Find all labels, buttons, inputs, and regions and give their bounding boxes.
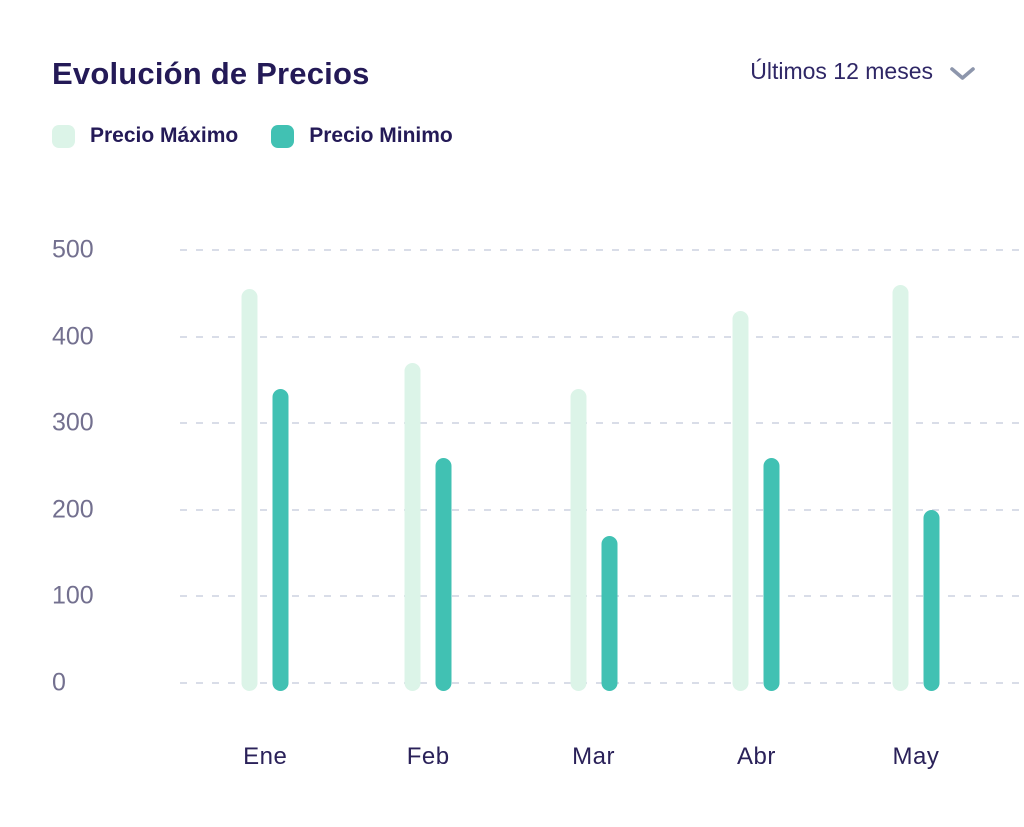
bar-feb-precio-maximo: [404, 362, 421, 691]
legend-item-precio-maximo: Precio Máximo: [52, 124, 238, 148]
bar-ene-precio-maximo: [241, 288, 258, 691]
chart-legend: Precio Máximo Precio Minimo: [52, 124, 453, 148]
chart-header: Evolución de Precios Últimos 12 meses: [52, 56, 976, 92]
bar-group-may: [892, 284, 940, 691]
date-range-dropdown[interactable]: Últimos 12 meses: [750, 58, 976, 85]
bar-group-feb: [404, 362, 452, 691]
y-tick-label: 300: [52, 408, 94, 437]
chevron-down-icon: [949, 66, 976, 81]
bar-abr-precio-minimo: [763, 457, 780, 691]
bar-abr-precio-maximo: [732, 310, 749, 691]
legend-label: Precio Minimo: [309, 124, 453, 147]
bar-group-mar: [570, 388, 618, 691]
gridline-y-400: [180, 335, 1024, 338]
y-tick-label: 100: [52, 581, 94, 610]
x-tick-label-may: May: [892, 743, 940, 770]
page-title: Evolución de Precios: [52, 56, 370, 91]
x-tick-label-abr: Abr: [737, 743, 776, 770]
y-tick-label: 200: [52, 495, 94, 524]
y-tick-label: 0: [52, 668, 66, 697]
bar-feb-precio-minimo: [435, 457, 452, 691]
y-tick-label: 400: [52, 322, 94, 351]
plot-area: Ene Feb Mar Abr May: [180, 249, 1024, 770]
x-tick-label-mar: Mar: [572, 743, 615, 770]
x-tick-label-feb: Feb: [406, 743, 450, 770]
legend-swatch-precio-maximo: [52, 124, 75, 148]
gridline-y-300: [180, 422, 1024, 425]
legend-item-precio-minimo: Precio Minimo: [271, 124, 453, 148]
bar-group-ene: [241, 288, 289, 691]
bar-ene-precio-minimo: [272, 388, 289, 691]
gridline-y-500: [180, 249, 1024, 251]
date-range-label: Últimos 12 meses: [750, 58, 933, 84]
bar-mar-precio-maximo: [570, 388, 587, 691]
legend-swatch-precio-minimo: [271, 124, 295, 148]
bar-mar-precio-minimo: [601, 535, 618, 691]
bar-may-precio-maximo: [892, 284, 909, 691]
bar-group-abr: [732, 310, 780, 691]
bar-chart: Ene Feb Mar Abr May 500 400 300 200 100 0: [0, 236, 1024, 770]
bar-may-precio-minimo: [923, 509, 940, 691]
gridline-y-200: [180, 508, 1024, 511]
y-tick-label: 500: [52, 235, 94, 264]
x-tick-label-ene: Ene: [243, 743, 288, 770]
legend-label: Precio Máximo: [90, 124, 239, 147]
